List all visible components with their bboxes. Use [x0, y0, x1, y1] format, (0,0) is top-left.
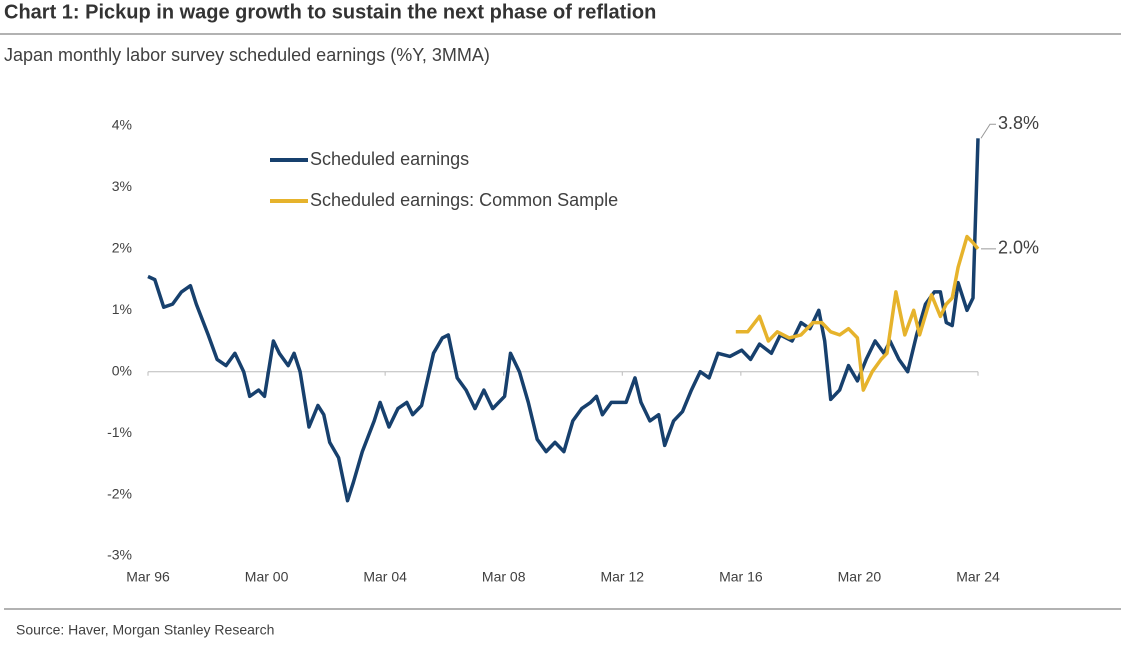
value-label: 3.8% [998, 113, 1039, 133]
series-line [147, 138, 980, 503]
value-label: 2.0% [998, 238, 1039, 258]
series-line [735, 234, 980, 392]
y-tick-label: -3% [107, 547, 132, 563]
x-tick-label: Mar 12 [600, 569, 644, 585]
x-tick-label: Mar 08 [482, 569, 526, 585]
y-tick-label: 2% [112, 240, 132, 256]
chart-subtitle: Japan monthly labor survey scheduled ear… [4, 45, 490, 65]
chart-title: Chart 1: Pickup in wage growth to sustai… [4, 1, 656, 23]
x-tick-label: Mar 04 [363, 569, 407, 585]
x-tick-label: Mar 00 [245, 569, 289, 585]
y-tick-label: 4% [112, 117, 132, 133]
y-tick-label: 1% [112, 301, 132, 317]
x-tick-label: Mar 20 [838, 569, 882, 585]
legend-label: Scheduled earnings [310, 149, 469, 169]
label-leader [980, 123, 996, 139]
y-tick-label: 3% [112, 178, 132, 194]
y-tick-label: 0% [112, 362, 132, 378]
y-tick-label: -1% [107, 424, 132, 440]
legend-label: Scheduled earnings: Common Sample [310, 190, 618, 210]
x-tick-label: Mar 96 [126, 569, 170, 585]
source: Source: Haver, Morgan Stanley Research [16, 622, 274, 638]
x-tick-label: Mar 24 [956, 569, 1000, 585]
x-tick-label: Mar 16 [719, 569, 763, 585]
y-tick-label: -2% [107, 485, 132, 501]
